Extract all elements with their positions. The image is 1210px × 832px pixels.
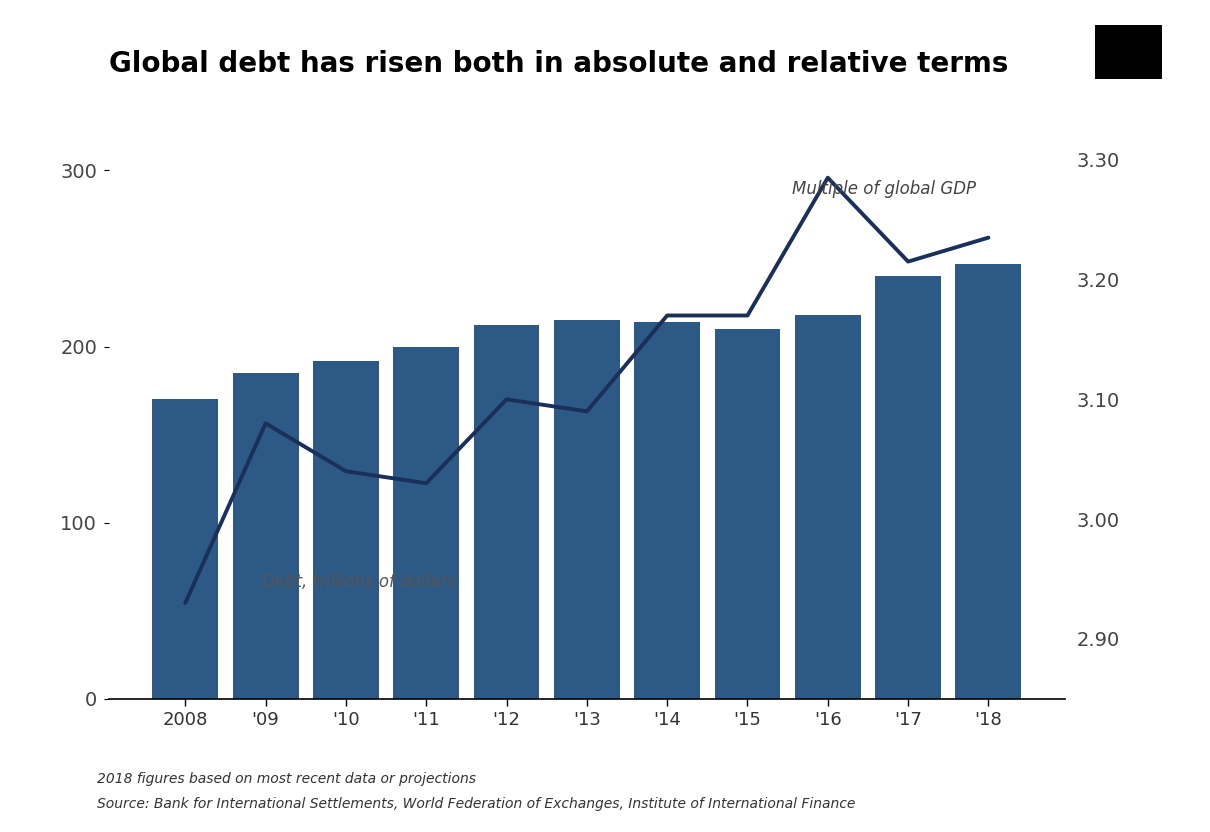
Text: Global debt has risen both in absolute and relative terms: Global debt has risen both in absolute a… <box>109 50 1008 78</box>
Text: Multiple of global GDP: Multiple of global GDP <box>791 180 975 198</box>
Bar <box>393 346 459 699</box>
Bar <box>715 329 780 699</box>
Bar <box>795 314 860 699</box>
Text: Debt, trillions of dollars: Debt, trillions of dollars <box>261 573 456 591</box>
Text: Source: Bank for International Settlements, World Federation of Exchanges, Insti: Source: Bank for International Settlemen… <box>97 797 855 811</box>
Text: 2018 figures based on most recent data or projections: 2018 figures based on most recent data o… <box>97 772 476 786</box>
Bar <box>313 360 379 699</box>
Bar <box>554 320 620 699</box>
Bar <box>634 322 701 699</box>
Bar <box>473 325 540 699</box>
Bar <box>232 373 299 699</box>
Bar <box>875 276 941 699</box>
Bar <box>152 399 218 699</box>
Bar <box>956 264 1021 699</box>
